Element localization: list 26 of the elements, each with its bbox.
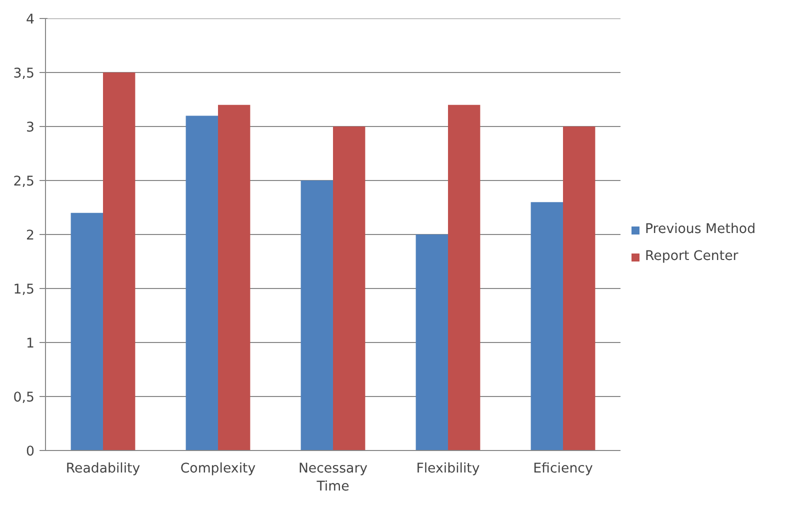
y-tick-label: 2 [26, 228, 35, 244]
y-tick-label: 0 [26, 444, 35, 460]
y-tick-label: 3,5 [13, 66, 35, 82]
legend-label: Report Center [645, 249, 738, 264]
bar [416, 234, 448, 450]
bar [333, 126, 366, 450]
y-tick-label: 3 [26, 120, 35, 136]
bar [448, 104, 480, 450]
bar [218, 104, 250, 450]
bar [530, 202, 563, 450]
x-tick-label: Necessary Time [298, 462, 368, 494]
y-tick-label: 4 [26, 12, 35, 28]
x-tick-label: Complexity [180, 462, 256, 476]
bar [70, 212, 103, 450]
bar [186, 116, 218, 450]
y-tick-label: 1,5 [13, 282, 35, 298]
y-tick-label: 2,5 [13, 174, 35, 190]
bar [300, 180, 333, 450]
x-tick-label: Flexibility [416, 462, 480, 476]
y-tick-label: 1 [26, 336, 35, 352]
legend-label: Previous Method [645, 222, 756, 237]
bar [103, 72, 136, 450]
x-tick-label: Readability [66, 462, 140, 476]
bar [563, 126, 596, 450]
x-tick-label: Eficiency [533, 462, 593, 476]
y-tick-label: 0,5 [13, 390, 35, 406]
